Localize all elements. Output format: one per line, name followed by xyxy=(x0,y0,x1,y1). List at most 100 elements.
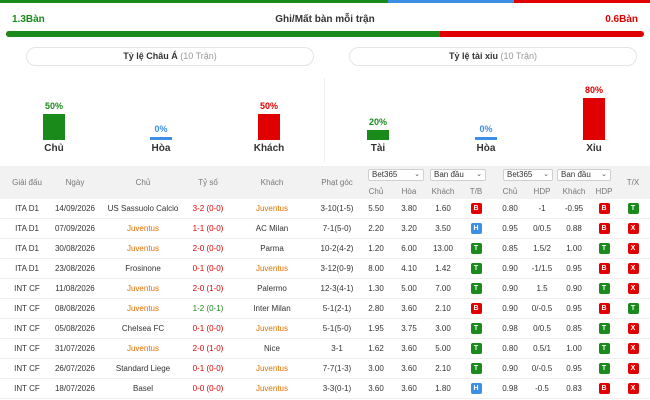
cell-hdp-home: 0.90 xyxy=(502,364,518,373)
over-under-count: (10 Trận) xyxy=(500,51,538,61)
cell-home-team[interactable]: Chelsea FC xyxy=(121,324,165,333)
cell-odds-home: 2.80 xyxy=(368,304,384,313)
cell-odds-home: 1.62 xyxy=(368,344,384,353)
over-under-badge: T xyxy=(627,303,639,315)
cell-score: 2-0 (1-0) xyxy=(192,284,224,293)
cell-league: ITA D1 xyxy=(15,264,39,273)
cell-over-under-badge: X xyxy=(620,219,646,238)
goals-summary: 1.3Bàn Ghi/Mất bàn mỗi trận 0.6Bàn xyxy=(0,14,650,28)
cell-odds-home: 3.60 xyxy=(368,384,384,393)
goals-title: Ghi/Mất bàn mỗi trận xyxy=(275,14,375,25)
cell-league: INT CF xyxy=(14,344,40,353)
cell-home-team[interactable]: Juventus xyxy=(126,304,160,313)
table-row[interactable]: ITA D1 23/08/2026 Frosinone 0-1 (0-0) Juvent… xyxy=(0,259,650,279)
cell-home-team[interactable]: US Sassuolo Calcio xyxy=(107,204,179,213)
cell-away-team[interactable]: Nice xyxy=(263,344,280,353)
cell-league: INT CF xyxy=(14,324,40,333)
cell-score: 1-1 (0-0) xyxy=(192,224,224,233)
cell-hdp-home: 0.95 xyxy=(502,224,518,233)
bookmaker-select-hdp[interactable]: Bet365 ⌄ xyxy=(503,169,553,181)
odds-type-select-hdp[interactable]: Ban đầu ⌄ xyxy=(557,169,611,181)
cell-away-team[interactable]: Juventus xyxy=(255,324,289,333)
cell-hdp-home: 0.80 xyxy=(502,344,518,353)
cell-home-team[interactable]: Standard Liege xyxy=(115,364,171,373)
result-badge: T xyxy=(470,263,482,275)
table-row[interactable]: INT CF 31/07/2026 Juventus 2-0 (1-0) Nice 3-1… xyxy=(0,339,650,359)
cell-away-team[interactable]: Palermo xyxy=(257,284,287,293)
table-row[interactable]: ITA D1 14/09/2026 US Sassuolo Calcio 3-2 (0… xyxy=(0,199,650,219)
cell-hdp: -1 xyxy=(538,204,546,213)
overunder-bar-rect xyxy=(367,129,389,140)
header-home: Chủ xyxy=(135,178,151,187)
asian-bar-label: Khách xyxy=(253,143,285,154)
cell-over-under-badge: T xyxy=(620,199,646,218)
table-row[interactable]: ITA D1 30/08/2026 Juventus 2-0 (0-0) Parma 10… xyxy=(0,239,650,259)
asian-bar-percent: 50% xyxy=(44,101,63,111)
cell-corner: 7-7(1-3) xyxy=(322,364,352,373)
over-under-badge: X xyxy=(627,383,639,395)
cell-odds-draw: 3.60 xyxy=(401,384,417,393)
cell-home-team[interactable]: Frosinone xyxy=(125,264,161,273)
cell-result-badge: T xyxy=(463,359,489,378)
cell-score: 0-1 (0-0) xyxy=(192,264,224,273)
header-away: Khách xyxy=(260,178,284,187)
bookmaker-select-1x2[interactable]: Bet365 ⌄ xyxy=(368,169,424,181)
away-goals-value: 0.6Bàn xyxy=(605,14,638,25)
cell-home-team[interactable]: Juventus xyxy=(126,344,160,353)
table-row[interactable]: INT CF 05/08/2026 Chelsea FC 0-1 (0-0) Juven… xyxy=(0,319,650,339)
cell-away-team[interactable]: Parma xyxy=(260,244,284,253)
asian-bar-rect xyxy=(258,114,280,140)
cell-away-team[interactable]: AC Milan xyxy=(255,224,289,233)
cell-result-badge: T xyxy=(463,279,489,298)
overunder-bar-label: Hòa xyxy=(476,143,496,154)
cell-corner: 3-10(1-5) xyxy=(320,204,354,213)
asian-bar-0: 50% Chủ xyxy=(24,101,84,154)
hdp-badge: T xyxy=(598,283,610,295)
odds-type-select-1x2[interactable]: Ban đầu ⌄ xyxy=(430,169,486,181)
header-odds-away: Khách xyxy=(431,187,455,196)
over-under-badge: X xyxy=(627,323,639,335)
over-under-header: Tỷ lệ tài xỉu (10 Trận) xyxy=(349,47,637,66)
cell-away-team[interactable]: Juventus xyxy=(255,204,289,213)
cell-over-under-badge: X xyxy=(620,339,646,358)
cell-away-team[interactable]: Juventus xyxy=(255,264,289,273)
asian-bar-label: Chủ xyxy=(44,143,64,154)
header-result: T/B xyxy=(469,187,483,196)
cell-over-under-badge: X xyxy=(620,239,646,258)
asian-bar-percent: 0% xyxy=(154,124,168,134)
table-row[interactable]: ITA D1 07/09/2026 Juventus 1-1 (0-0) AC Mila… xyxy=(0,219,650,239)
cell-home-team[interactable]: Juventus xyxy=(126,244,160,253)
cell-date: 18/07/2026 xyxy=(54,384,96,393)
cell-home-team[interactable]: Juventus xyxy=(126,284,160,293)
cell-away-team[interactable]: Inter Milan xyxy=(253,304,291,313)
cell-over-under-badge: X xyxy=(620,319,646,338)
cell-odds-away: 7.00 xyxy=(435,284,451,293)
cell-odds-home: 1.30 xyxy=(368,284,384,293)
cell-date: 07/09/2026 xyxy=(54,224,96,233)
asian-bar-2: 50% Khách xyxy=(239,101,299,154)
result-badge: T xyxy=(470,323,482,335)
cell-score: 0-1 (0-0) xyxy=(192,364,224,373)
cell-away-team[interactable]: Juventus xyxy=(255,384,289,393)
cell-hdp-away: 0.95 xyxy=(566,304,582,313)
table-row[interactable]: INT CF 11/08/2026 Juventus 2-0 (1-0) Palermo… xyxy=(0,279,650,299)
cell-corner: 3-12(0-9) xyxy=(320,264,354,273)
cell-odds-away: 1.60 xyxy=(435,204,451,213)
overunder-bar-0: 20% Tài xyxy=(348,117,408,154)
cell-home-team[interactable]: Juventus xyxy=(126,224,160,233)
cell-hdp-home: 0.98 xyxy=(502,384,518,393)
cell-hdp-home: 0.90 xyxy=(502,284,518,293)
cell-date: 31/07/2026 xyxy=(54,344,96,353)
table-row[interactable]: INT CF 08/08/2026 Juventus 1-2 (0-1) Inter M… xyxy=(0,299,650,319)
cell-home-team[interactable]: Basel xyxy=(132,384,153,393)
cell-hdp-away: 0.95 xyxy=(566,364,582,373)
cell-odds-home: 1.20 xyxy=(368,244,384,253)
table-row[interactable]: INT CF 18/07/2026 Basel 0-0 (0-0) Juventus 3-… xyxy=(0,379,650,399)
table-row[interactable]: INT CF 26/07/2026 Standard Liege 0-1 (0-0) J… xyxy=(0,359,650,379)
cell-away-team[interactable]: Juventus xyxy=(255,364,289,373)
cell-hdp-badge: T xyxy=(591,279,617,298)
hdp-badge: T xyxy=(598,363,610,375)
top-progress-strip xyxy=(0,0,650,3)
chevron-down-icon: ⌄ xyxy=(601,171,607,178)
chevron-down-icon: ⌄ xyxy=(414,171,420,178)
